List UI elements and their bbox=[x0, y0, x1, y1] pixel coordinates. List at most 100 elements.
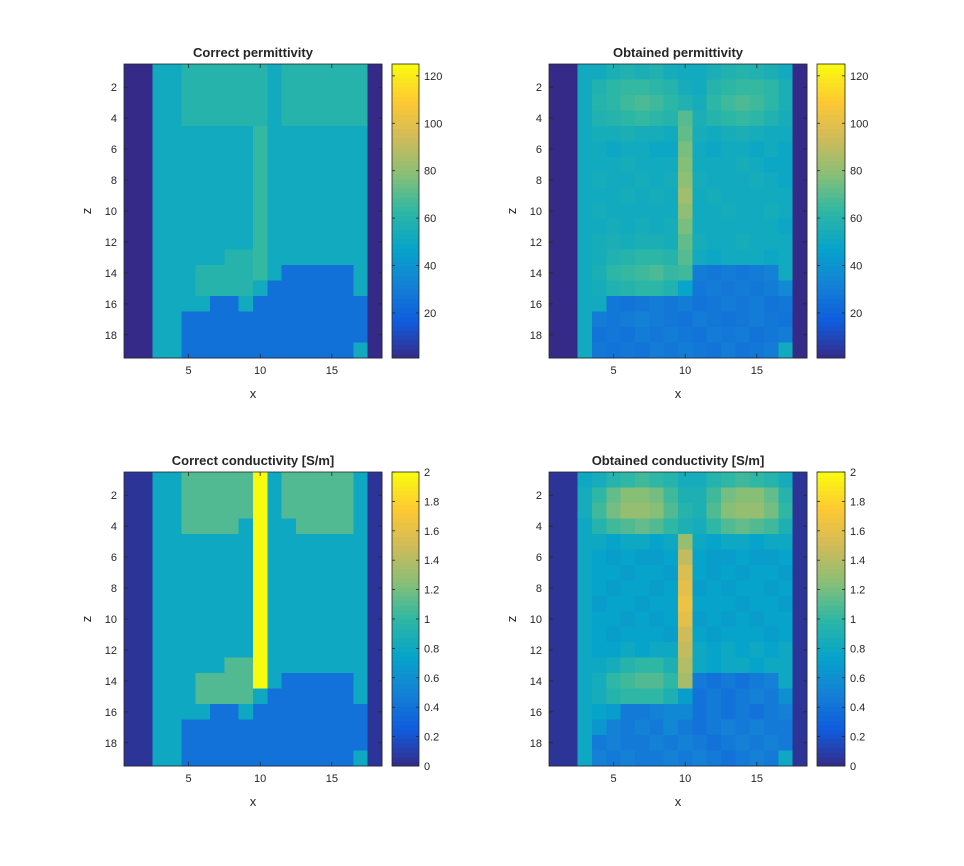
heatmap-cell bbox=[649, 218, 665, 235]
heatmap-cell bbox=[181, 342, 197, 359]
colorbar-segment bbox=[817, 233, 845, 240]
heatmap-cell bbox=[124, 79, 139, 96]
heatmap-cell bbox=[281, 64, 297, 81]
heatmap-cell bbox=[124, 564, 139, 581]
heatmap-cell bbox=[592, 595, 607, 612]
heatmap-cell bbox=[281, 502, 297, 520]
heatmap-cell bbox=[649, 673, 665, 690]
heatmap-cell bbox=[620, 342, 636, 359]
heatmap-cell bbox=[592, 657, 607, 674]
heatmap-cell bbox=[620, 187, 636, 204]
y-tick-label: 4 bbox=[536, 113, 542, 125]
heatmap-cell bbox=[749, 595, 765, 612]
heatmap-cell bbox=[324, 172, 340, 189]
colorbar-segment bbox=[392, 628, 419, 634]
heatmap-cell bbox=[635, 187, 650, 204]
colorbar-segment bbox=[817, 632, 845, 638]
heatmap-cell bbox=[735, 234, 751, 251]
heatmap-cell bbox=[620, 580, 636, 597]
heatmap-cell bbox=[678, 141, 693, 158]
heatmap-cell bbox=[592, 110, 607, 127]
heatmap-cell bbox=[649, 704, 665, 721]
heatmap-cell bbox=[592, 280, 607, 297]
heatmap-cell bbox=[678, 64, 693, 81]
y-tick-label: 8 bbox=[111, 175, 117, 187]
heatmap-cell bbox=[167, 642, 182, 659]
heatmap-cell bbox=[195, 156, 211, 173]
heatmap-cell bbox=[296, 735, 311, 752]
heatmap-cell bbox=[592, 642, 607, 659]
heatmap-cell bbox=[339, 110, 354, 127]
heatmap-cell bbox=[324, 750, 340, 767]
heatmap-cell bbox=[339, 735, 354, 752]
heatmap-cell bbox=[267, 595, 283, 612]
heatmap-cell bbox=[735, 595, 751, 612]
heatmap-cell bbox=[735, 642, 751, 659]
heatmap-cell bbox=[238, 203, 254, 220]
heatmap-cell bbox=[678, 518, 693, 535]
heatmap-cell bbox=[367, 203, 383, 220]
heatmap-cell bbox=[138, 79, 154, 96]
heatmap-cell bbox=[549, 673, 564, 690]
heatmap-cell bbox=[721, 172, 736, 189]
heatmap-cell bbox=[339, 750, 354, 767]
heatmap-cell bbox=[577, 673, 593, 690]
colorbar-segment bbox=[392, 109, 419, 116]
heatmap-cell bbox=[339, 487, 354, 504]
colorbar-segment bbox=[392, 641, 419, 648]
colorbar-segment bbox=[392, 637, 419, 643]
colorbar-segment bbox=[392, 174, 419, 180]
heatmap-cell bbox=[210, 311, 225, 328]
colorbar-segment bbox=[817, 499, 845, 505]
heatmap-cell bbox=[353, 79, 369, 96]
colorbar-segment bbox=[392, 710, 419, 717]
heatmap-cell bbox=[238, 327, 254, 344]
heatmap-cell bbox=[549, 172, 564, 189]
heatmap-cell bbox=[764, 502, 779, 520]
colorbar-tick-label: 120 bbox=[424, 71, 442, 83]
heatmap-cell bbox=[224, 657, 240, 674]
heatmap-cell bbox=[778, 626, 794, 643]
heatmap-cell bbox=[649, 203, 665, 220]
heatmap-cell bbox=[210, 79, 225, 96]
heatmap-cell bbox=[296, 311, 311, 328]
heatmap-cell bbox=[339, 688, 354, 705]
y-tick-label: 10 bbox=[105, 206, 117, 218]
heatmap-cell bbox=[310, 487, 326, 504]
heatmap-cell bbox=[620, 502, 636, 520]
heatmap-cell bbox=[210, 502, 225, 520]
colorbar-segment bbox=[817, 664, 845, 671]
heatmap-cell bbox=[253, 311, 268, 328]
heatmap-cell bbox=[577, 265, 593, 282]
heatmap-cell bbox=[663, 688, 679, 705]
heatmap-cell bbox=[663, 642, 679, 659]
heatmap-cell bbox=[778, 719, 794, 736]
colorbar-segment bbox=[817, 316, 845, 322]
heatmap-cell bbox=[167, 234, 182, 251]
heatmap-cell bbox=[678, 735, 693, 752]
heatmap-cell bbox=[563, 203, 579, 220]
colorbar-segment bbox=[392, 536, 419, 542]
heatmap-cell bbox=[649, 750, 665, 767]
heatmap-cell bbox=[281, 311, 297, 328]
heatmap-cell bbox=[138, 249, 154, 266]
heatmap-cell bbox=[296, 342, 311, 359]
x-axis-label: x bbox=[675, 794, 682, 809]
heatmap-cell bbox=[549, 642, 564, 659]
colorbar-segment bbox=[817, 517, 845, 524]
heatmap-cell bbox=[563, 502, 579, 520]
heatmap-cell bbox=[138, 187, 154, 204]
heatmap-cell bbox=[663, 280, 679, 297]
heatmap-cell bbox=[778, 172, 794, 189]
heatmap-cell bbox=[181, 234, 197, 251]
heatmap-cell bbox=[563, 327, 579, 344]
heatmap-cell bbox=[749, 125, 765, 142]
heatmap-cell bbox=[281, 187, 297, 204]
heatmap-cell bbox=[296, 265, 311, 282]
colorbar-segment bbox=[392, 761, 419, 767]
heatmap-cell bbox=[324, 79, 340, 96]
heatmap-cell bbox=[663, 265, 679, 282]
heatmap-cell bbox=[764, 156, 779, 173]
heatmap-cell bbox=[721, 502, 736, 520]
